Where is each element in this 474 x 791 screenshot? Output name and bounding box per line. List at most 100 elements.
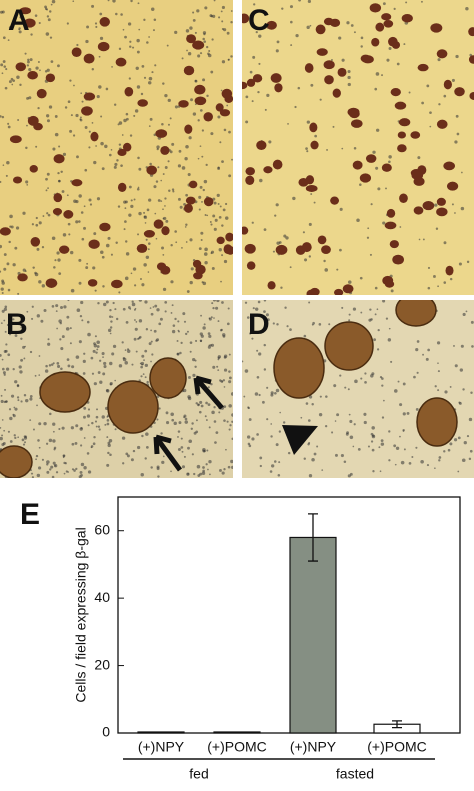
speck	[141, 434, 144, 438]
speck	[140, 92, 144, 96]
cell	[143, 229, 155, 238]
speck	[206, 449, 209, 452]
speck	[83, 466, 87, 470]
speck	[143, 76, 147, 79]
speck	[148, 125, 151, 127]
speck	[433, 275, 436, 278]
speck	[45, 177, 48, 181]
speck	[124, 35, 127, 39]
speck	[208, 344, 211, 347]
speck	[88, 198, 92, 202]
speck	[152, 29, 155, 32]
speck	[338, 36, 342, 40]
speck	[31, 305, 34, 308]
x-tick-label: (+)POMC	[207, 739, 267, 755]
speck	[248, 444, 252, 448]
speck	[222, 379, 226, 382]
speck	[109, 326, 113, 329]
speck	[39, 69, 41, 72]
cell	[203, 197, 214, 207]
speck	[183, 455, 186, 458]
speck	[53, 266, 56, 269]
speck	[199, 339, 203, 343]
speck	[189, 350, 192, 353]
speck	[192, 373, 196, 377]
speck	[350, 24, 354, 27]
speck	[197, 157, 200, 160]
cell	[390, 88, 401, 97]
speck	[4, 86, 8, 90]
speck	[56, 362, 60, 365]
speck	[465, 7, 469, 11]
cell	[397, 131, 406, 139]
speck	[359, 183, 362, 186]
speck	[458, 262, 462, 266]
speck	[48, 105, 53, 109]
speck	[179, 351, 182, 355]
speck	[217, 355, 222, 359]
speck	[177, 320, 180, 323]
speck	[453, 344, 455, 347]
speck	[43, 308, 47, 312]
cell	[309, 287, 320, 295]
cell	[244, 243, 256, 254]
speck	[38, 374, 41, 376]
speck	[422, 238, 425, 241]
speck	[204, 6, 208, 10]
speck	[324, 268, 329, 272]
speck	[203, 179, 208, 184]
arrows	[153, 375, 318, 472]
speck	[155, 339, 158, 342]
speck	[143, 211, 146, 214]
speck	[207, 468, 209, 471]
speck	[170, 470, 172, 473]
speck	[199, 109, 203, 112]
speck	[69, 79, 72, 82]
speck	[140, 375, 143, 378]
speck	[354, 379, 358, 384]
speck	[125, 320, 129, 324]
speck	[272, 250, 275, 253]
speck	[19, 83, 22, 87]
speck	[5, 174, 8, 177]
speck	[55, 471, 59, 474]
speck	[7, 353, 11, 357]
speck	[437, 389, 440, 392]
speck	[55, 310, 58, 313]
speck	[121, 436, 126, 440]
speck	[199, 472, 202, 476]
speck	[443, 450, 446, 453]
speck	[202, 449, 206, 453]
speck	[390, 289, 394, 293]
speck	[438, 103, 441, 106]
speck	[63, 472, 66, 475]
speck	[202, 188, 205, 192]
speck	[406, 412, 410, 415]
speck	[303, 334, 307, 338]
speck	[152, 306, 155, 308]
speck	[54, 132, 59, 137]
cell	[194, 84, 206, 95]
speck	[311, 457, 315, 462]
speck	[371, 426, 375, 430]
speck	[154, 304, 158, 308]
speck	[188, 376, 191, 379]
x-tick-label: (+)NPY	[138, 739, 185, 755]
cell	[0, 227, 11, 236]
speck	[150, 7, 155, 11]
cell	[401, 14, 413, 23]
speck	[118, 121, 123, 125]
speck	[259, 178, 263, 183]
panel-label: C	[248, 4, 270, 37]
cell	[90, 131, 99, 142]
speck	[74, 441, 78, 445]
speck	[51, 0, 56, 4]
speck	[110, 149, 113, 151]
speck	[164, 205, 166, 207]
speck	[204, 261, 208, 265]
speck	[79, 118, 82, 121]
speck	[63, 461, 66, 465]
speck	[311, 403, 314, 406]
speck	[24, 52, 27, 55]
